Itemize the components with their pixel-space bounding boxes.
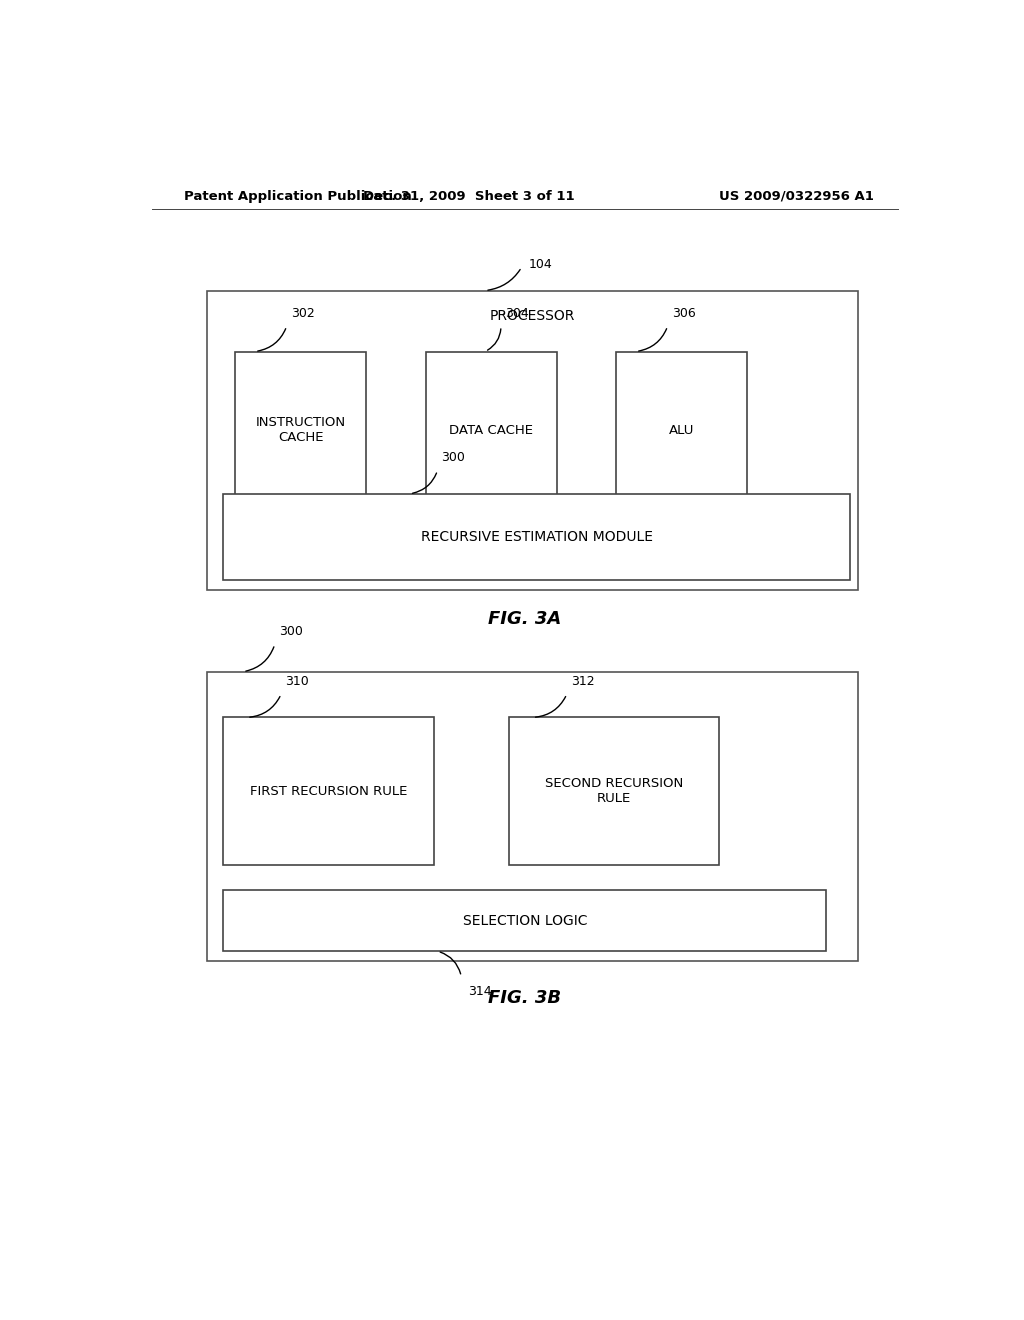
Bar — [223, 494, 850, 581]
Text: PROCESSOR: PROCESSOR — [490, 309, 575, 323]
Text: FIRST RECURSION RULE: FIRST RECURSION RULE — [250, 784, 408, 797]
Text: 302: 302 — [291, 308, 314, 319]
Text: 314: 314 — [468, 985, 492, 998]
Text: FIG. 3B: FIG. 3B — [488, 989, 561, 1007]
Text: ALU: ALU — [669, 424, 694, 437]
Bar — [236, 351, 367, 510]
Text: SELECTION LOGIC: SELECTION LOGIC — [463, 913, 587, 928]
Text: 304: 304 — [505, 308, 528, 319]
Text: 312: 312 — [570, 675, 595, 688]
Text: Dec. 31, 2009  Sheet 3 of 11: Dec. 31, 2009 Sheet 3 of 11 — [364, 190, 575, 202]
Text: US 2009/0322956 A1: US 2009/0322956 A1 — [719, 190, 873, 202]
Bar — [616, 351, 748, 510]
Bar — [509, 718, 719, 865]
Bar — [207, 290, 858, 590]
Text: 300: 300 — [441, 451, 465, 465]
Text: RECURSIVE ESTIMATION MODULE: RECURSIVE ESTIMATION MODULE — [421, 531, 652, 544]
Text: 310: 310 — [285, 675, 309, 688]
Text: 104: 104 — [528, 257, 553, 271]
Text: 306: 306 — [672, 308, 695, 319]
Text: FIG. 3A: FIG. 3A — [488, 610, 561, 628]
Bar — [207, 672, 858, 961]
Text: INSTRUCTION
CACHE: INSTRUCTION CACHE — [256, 416, 346, 445]
Text: Patent Application Publication: Patent Application Publication — [183, 190, 412, 202]
Text: 300: 300 — [279, 626, 303, 638]
Bar — [223, 890, 826, 952]
Bar — [223, 718, 433, 865]
Text: SECOND RECURSION
RULE: SECOND RECURSION RULE — [545, 777, 683, 805]
Bar — [426, 351, 557, 510]
Text: DATA CACHE: DATA CACHE — [450, 424, 534, 437]
